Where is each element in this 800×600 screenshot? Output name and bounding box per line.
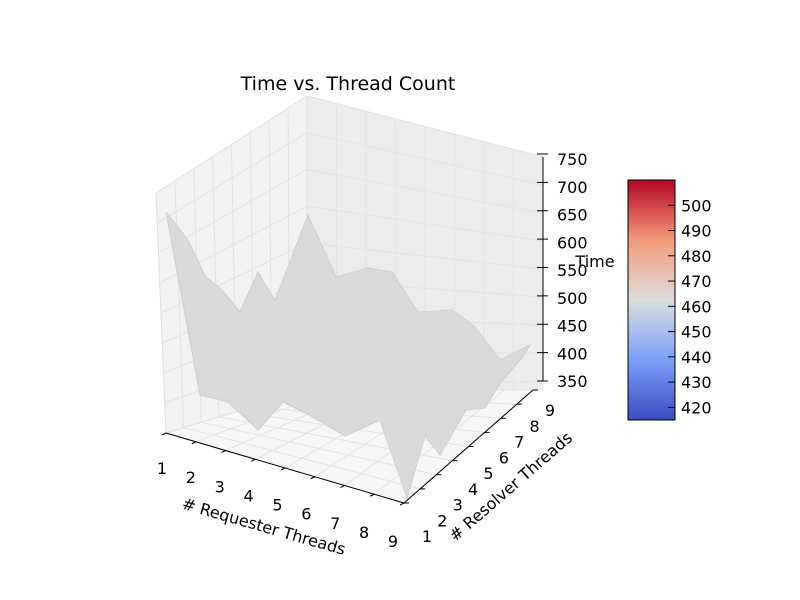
x-tick-label: 4 (244, 486, 254, 505)
z-tick-label: 750 (557, 150, 588, 169)
z-tick-label: 350 (557, 372, 588, 391)
x-tick (370, 493, 375, 497)
colorbar-tick-label: 470 (681, 272, 712, 291)
x-tick (221, 450, 226, 453)
x-tick (280, 467, 286, 471)
x-tick (310, 476, 315, 480)
x-tick-label: 5 (272, 496, 282, 515)
chart-title: Time vs. Thread Count (240, 73, 456, 95)
z-tick-label: 650 (557, 206, 588, 225)
x-tick-label: 3 (215, 477, 225, 496)
x-tick (399, 502, 405, 506)
colorbar-tick-label: 490 (681, 222, 712, 241)
colorbar-tick-label: 450 (681, 323, 712, 342)
x-tick-label: 7 (330, 514, 340, 533)
y-tick-label: 4 (468, 480, 478, 499)
wall-grid-z (306, 169, 544, 214)
x-tick-label: 1 (157, 459, 167, 478)
z-tick-label: 550 (557, 261, 588, 280)
z-tick-label: 500 (557, 289, 588, 308)
x-tick (340, 485, 345, 488)
y-tick-label: 5 (483, 464, 493, 483)
colorbar (627, 179, 676, 421)
y-tick-label: 1 (422, 527, 432, 546)
z-tick-label: 700 (557, 178, 588, 197)
wall-grid-z (306, 205, 544, 242)
colorbar-ticks: 420 430 440 450 460 470 480 490 500 (668, 196, 712, 417)
wall-grid-z (306, 132, 544, 186)
z-tick-label: 450 (557, 317, 588, 336)
x-tick-label: 6 (301, 505, 311, 524)
z-tick-label: 600 (557, 233, 588, 252)
wall-grid-z (306, 242, 544, 270)
x-tick-label: 8 (359, 523, 369, 542)
x-tick-label: 2 (186, 468, 196, 487)
x-tick-label: 9 (388, 532, 398, 551)
x-tick (251, 458, 256, 462)
y-tick-label: 8 (530, 417, 540, 436)
x-axis-label: # Requester Threads (180, 494, 348, 559)
y-tick-label: 6 (499, 448, 509, 467)
z-tick-label: 400 (557, 344, 588, 363)
colorbar-tick-label: 430 (681, 373, 712, 392)
z-axis: 350 400 450 500 550 600 650 700 750 (537, 150, 588, 391)
y-tick-label: 7 (514, 433, 524, 452)
colorbar-tick-label: 500 (681, 196, 712, 215)
y-tick-label: 2 (437, 511, 447, 530)
colorbar-tick-label: 480 (681, 247, 712, 266)
y-tick-label: 9 (545, 401, 555, 420)
z-axis-label: Time (574, 252, 614, 271)
x-tick (191, 441, 196, 445)
wall-grid-z (306, 95, 544, 158)
colorbar-tick-label: 440 (681, 348, 712, 367)
surface (165, 211, 532, 500)
y-tick-label: 3 (453, 496, 463, 515)
floor-grid-y (183, 427, 421, 490)
x-tick (161, 432, 167, 436)
wall-grid-z-left (156, 132, 308, 224)
wall-grid-z-left (155, 95, 308, 194)
colorbar-tick-label: 460 (681, 297, 712, 316)
colorbar-tick-label: 420 (681, 398, 712, 417)
